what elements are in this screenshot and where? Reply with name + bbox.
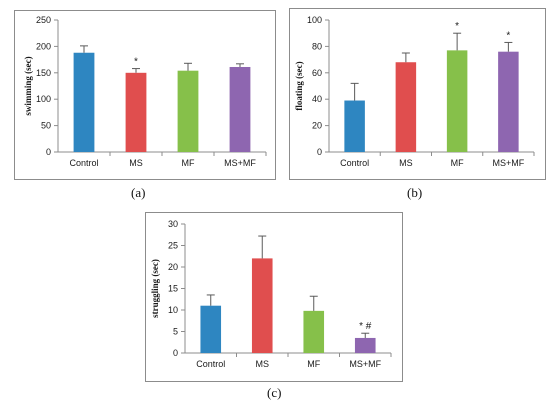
chart-a: 0 50 100 150 200 250 swimming (sec) Control * MS M… [14, 10, 276, 180]
y-tick-label: 150 [36, 68, 51, 78]
x-tick-label: MS+MF [224, 158, 256, 168]
significance-marker: * # [359, 321, 372, 332]
x-tick-label: MS+MF [349, 359, 381, 369]
y-tick-label: 15 [168, 284, 178, 294]
chart-panel-c: 0 5 10 15 20 25 30 struggling (sec) Control MS MF *… [145, 212, 403, 382]
bar-ms-mf [229, 66, 251, 152]
y-tick-label: 10 [168, 305, 178, 315]
panel-label-a: (a) [131, 185, 146, 200]
x-tick-label: MS [129, 158, 143, 168]
x-tick-label: MF [182, 158, 195, 168]
bar-control [200, 305, 222, 353]
bar-control [344, 100, 365, 152]
x-tick-label: Control [340, 158, 369, 168]
x-tick-label: MS [399, 158, 413, 168]
bar-ms-mf [498, 51, 519, 152]
significance-marker: * [134, 57, 138, 68]
chart-b: 0 20 40 60 80 100 floating (sec) Control MS * MF * M… [289, 8, 546, 180]
chart-frame-c [145, 212, 403, 382]
x-tick-label: MS [256, 359, 270, 369]
y-tick-label: 25 [168, 241, 178, 251]
y-tick-label: 20 [312, 121, 322, 131]
y-tick-label: 0 [317, 147, 322, 157]
significance-marker: * [455, 21, 459, 32]
y-tick-label: 80 [312, 41, 322, 51]
x-tick-label: MF [307, 359, 320, 369]
panel-label-b: (b) [407, 185, 423, 200]
y-tick-label: 200 [36, 41, 51, 51]
bar-mf [446, 50, 468, 152]
x-tick-label: MF [451, 158, 464, 168]
chart-panel-a: 0 50 100 150 200 250 swimming (sec) Control * MS M… [14, 10, 276, 180]
y-tick-label: 100 [36, 94, 51, 104]
y-axis-label: swimming (sec) [23, 56, 33, 115]
y-tick-label: 50 [41, 121, 51, 131]
x-tick-label: MS+MF [492, 158, 524, 168]
bar-mf [303, 310, 325, 353]
y-tick-label: 30 [168, 219, 178, 229]
chart-panel-b: 0 20 40 60 80 100 floating (sec) Control MS * MF * M… [289, 8, 546, 180]
bar-control [73, 52, 95, 152]
chart-c: 0 5 10 15 20 25 30 struggling (sec) Control MS MF *… [145, 212, 403, 382]
significance-marker: * [506, 30, 510, 41]
y-tick-label: 0 [46, 147, 51, 157]
bar-mf [177, 70, 199, 152]
y-tick-label: 60 [312, 68, 322, 78]
y-tick-label: 0 [173, 348, 178, 358]
y-tick-label: 5 [173, 327, 178, 337]
bar-ms-mf [354, 337, 376, 353]
bar-ms [125, 72, 147, 152]
y-axis-label: floating (sec) [294, 61, 304, 110]
panel-label-c: (c) [267, 385, 282, 400]
x-tick-label: Control [69, 158, 98, 168]
y-tick-label: 250 [36, 15, 51, 25]
y-tick-label: 100 [307, 15, 322, 25]
x-tick-label: Control [196, 359, 225, 369]
y-tick-label: 20 [168, 262, 178, 272]
bar-ms [251, 258, 273, 353]
bar-ms [395, 62, 417, 152]
y-axis-label: struggling (sec) [150, 259, 160, 318]
y-tick-label: 40 [312, 94, 322, 104]
